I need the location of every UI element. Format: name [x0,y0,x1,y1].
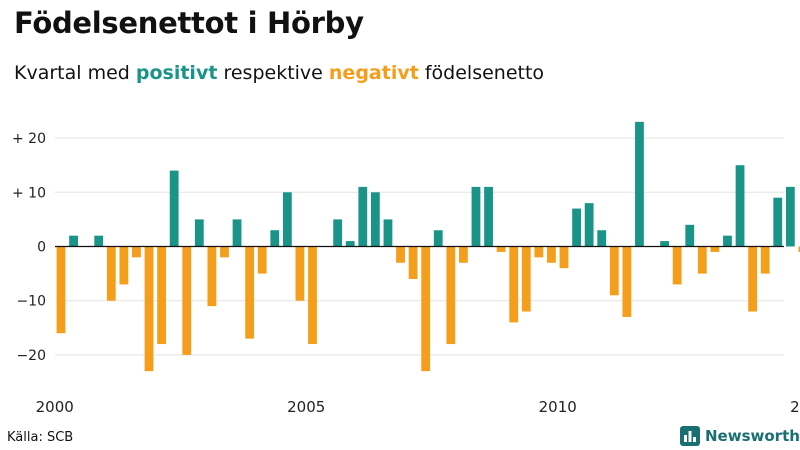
x-tick-label: 2005 [287,398,325,416]
bar [421,246,431,372]
y-tick-label: −20 [16,348,46,364]
subtitle-prefix: Kvartal med [14,62,136,84]
bar [672,246,682,285]
y-tick-label: + 20 [12,131,46,147]
y-tick-label: + 10 [12,185,46,201]
bar [396,246,405,263]
x-tick-label: 2010 [539,398,577,416]
bar [609,246,619,296]
bar-chart-logo-icon [680,426,700,446]
bar [471,186,481,247]
bar [559,246,569,269]
bar [773,197,783,247]
bar [69,235,78,247]
bar [333,219,343,247]
bar [207,246,217,307]
bar [484,186,493,247]
bar [496,246,506,252]
bar [660,241,669,247]
bar [295,246,305,301]
bar [534,246,544,258]
subtitle-negative: negativt [328,62,419,84]
bar [308,246,317,345]
bar [547,246,556,263]
bar [697,246,707,274]
bar [169,170,179,247]
bar [106,246,116,301]
bar [220,246,229,258]
bar [408,246,418,280]
bar [509,246,519,323]
bar [459,246,468,263]
x-tick-label: 2000 [36,398,74,416]
bar [635,121,644,247]
bar [735,165,745,247]
bar [685,224,695,247]
bar [383,219,393,247]
x-tick-label: 2015 [790,398,800,416]
y-tick-label: −10 [16,294,46,310]
subtitle-suffix: födelsenetto [418,62,545,84]
bar [446,246,456,345]
y-tick-label: 0 [37,240,46,256]
bar [798,246,800,252]
bar [94,235,104,247]
bar [433,230,443,247]
bar [257,246,267,274]
bar [584,203,594,247]
bar [56,246,66,334]
bar [144,246,154,372]
bar [194,219,204,247]
bar [358,186,368,247]
bar [245,246,255,339]
brand-name: Newsworthy [705,427,800,445]
bar [182,246,192,355]
bar [748,246,758,312]
bar [723,235,732,247]
bar [132,246,141,258]
bar [521,246,531,312]
bar [370,192,380,247]
bar [270,230,280,247]
bar [710,246,720,252]
bar [282,192,292,247]
page-title: Födelsenettot i Hörby [14,6,364,40]
subtitle-mid: respektive [217,62,329,84]
bar [785,186,795,247]
bar [157,246,166,345]
bar [760,246,770,274]
brand-logo: Newsworthy [680,426,800,446]
bar [119,246,129,285]
source-note: Källa: SCB [7,430,74,445]
bar [622,246,632,317]
bar [232,219,242,247]
subtitle-positive: positivt [135,62,218,84]
bar [345,241,355,247]
subtitle: Kvartal med positivt respektive negativt… [14,62,544,84]
bar [572,208,581,247]
bar [597,230,607,247]
